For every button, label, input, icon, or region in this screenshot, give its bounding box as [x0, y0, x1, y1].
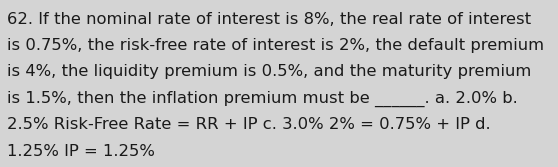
Text: 1.25% IP = 1.25%: 1.25% IP = 1.25%: [7, 144, 155, 159]
Text: is 4%, the liquidity premium is 0.5%, and the maturity premium: is 4%, the liquidity premium is 0.5%, an…: [7, 64, 531, 79]
Text: is 1.5%, then the inflation premium must be ______. a. 2.0% b.: is 1.5%, then the inflation premium must…: [7, 91, 517, 107]
Text: 2.5% Risk-Free Rate = RR + IP c. 3.0% 2% = 0.75% + IP d.: 2.5% Risk-Free Rate = RR + IP c. 3.0% 2%…: [7, 117, 490, 132]
Text: is 0.75%, the risk-free rate of interest is 2%, the default premium: is 0.75%, the risk-free rate of interest…: [7, 38, 544, 53]
Text: 62. If the nominal rate of interest is 8%, the real rate of interest: 62. If the nominal rate of interest is 8…: [7, 12, 531, 27]
